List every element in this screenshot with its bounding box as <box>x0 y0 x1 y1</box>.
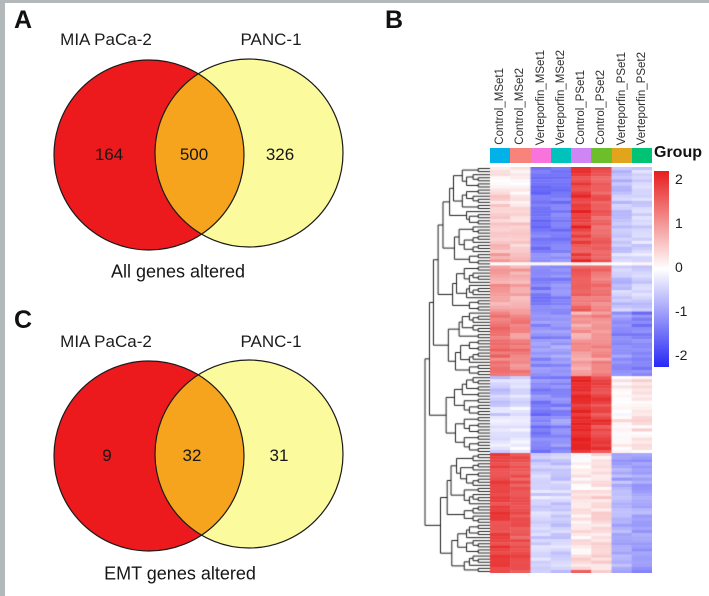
left-border <box>0 0 5 596</box>
colorbar-tick-2: 2 <box>675 171 683 187</box>
panel-a: A MIA PaCa-2 PANC-1 164 500 326 All gene… <box>0 0 360 298</box>
left-circle-outline <box>53 59 245 251</box>
overlap-count: 32 <box>182 446 202 465</box>
panel-c-letter: C <box>14 306 33 334</box>
panel-c: C MIA PaCa-2 PANC-1 9 32 31 EMT genes al… <box>0 300 360 596</box>
column-label-text: Control_MSet2 <box>514 68 527 145</box>
column-label-text: Control_PSet2 <box>595 70 608 145</box>
panel-a-letter: A <box>14 6 33 34</box>
column-label-control_pset2: Control_PSet2 <box>591 4 611 145</box>
heatmap-canvas <box>422 167 652 573</box>
left-only-count: 164 <box>94 145 124 164</box>
colorbar: 2 1 0 -1 -2 <box>654 171 709 371</box>
left-set-label: MIA PaCa-2 <box>60 30 152 49</box>
right-only-count: 31 <box>269 446 289 465</box>
group-annotation-cell-7 <box>631 148 652 163</box>
column-label-text: Verteporfin_MSet1 <box>534 49 547 145</box>
overlap-region <box>155 60 244 247</box>
colorbar-tick-0: 0 <box>675 259 683 275</box>
colorbar-gradient <box>654 171 669 367</box>
column-label-verteporfin_mset1: Verteporfin_MSet1 <box>531 4 551 145</box>
venn-emt-genes-diagram <box>53 359 344 552</box>
column-label-control_mset2: Control_MSet2 <box>510 4 530 145</box>
column-label-verteporfin_pset2: Verteporfin_PSet2 <box>632 4 652 145</box>
column-label-text: Control_MSet1 <box>494 68 507 145</box>
panel-b: B Control_MSet1 Control_MSet2 Verteporfin_… <box>360 0 709 596</box>
group-annotation-cell-4 <box>571 148 592 163</box>
group-annotation-cell-6 <box>611 148 632 163</box>
venn-caption: All genes altered <box>110 261 246 282</box>
column-label-verteporfin_pset1: Verteporfin_PSet1 <box>612 4 632 145</box>
venn-all-genes-diagram <box>53 58 344 251</box>
overlap-count: 500 <box>179 145 209 164</box>
column-label-control_pset1: Control_PSet1 <box>571 4 591 145</box>
group-legend-title: Group <box>654 144 702 161</box>
heatmap-column-labels: Control_MSet1 Control_MSet2 Verteporfin_MS… <box>490 4 652 145</box>
right-set-label: PANC-1 <box>240 30 302 49</box>
column-label-text: Verteporfin_MSet2 <box>554 49 567 145</box>
group-annotation-cell-5 <box>591 148 612 163</box>
colorbar-tick--2: -2 <box>675 347 688 363</box>
overlap-region <box>155 361 244 548</box>
left-circle-outline <box>53 360 245 552</box>
venn-caption: EMT genes altered <box>104 563 256 584</box>
panel-b-letter: B <box>385 6 404 34</box>
group-annotation-strip <box>490 148 652 163</box>
column-label-text: Control_PSet1 <box>575 70 588 145</box>
top-border <box>0 0 709 3</box>
right-circle-outline <box>154 58 344 248</box>
colorbar-tick-1: 1 <box>675 215 683 231</box>
colorbar-tick--1: -1 <box>675 303 688 319</box>
right-set-label: PANC-1 <box>240 332 302 351</box>
group-annotation-cell-1 <box>510 148 531 163</box>
right-circle-outline <box>154 359 344 549</box>
right-only-count: 326 <box>265 145 295 164</box>
left-only-count: 9 <box>102 446 112 465</box>
group-annotation-cell-0 <box>490 148 511 163</box>
column-label-text: Verteporfin_PSet2 <box>635 51 648 145</box>
column-label-control_mset1: Control_MSet1 <box>490 4 510 145</box>
column-label-verteporfin_mset2: Verteporfin_MSet2 <box>551 4 571 145</box>
group-annotation-cell-2 <box>530 148 551 163</box>
group-annotation-cell-3 <box>550 148 571 163</box>
left-set-label: MIA PaCa-2 <box>60 332 152 351</box>
column-label-text: Verteporfin_PSet1 <box>615 51 628 145</box>
